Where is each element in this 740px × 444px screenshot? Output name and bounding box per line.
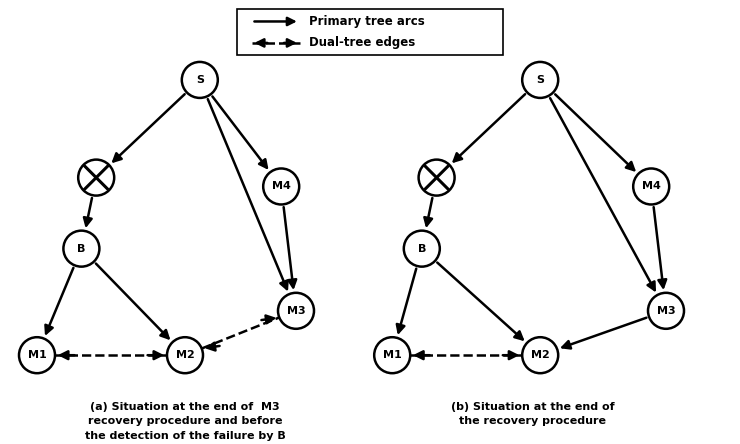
Ellipse shape bbox=[78, 159, 114, 196]
Ellipse shape bbox=[263, 168, 299, 205]
Ellipse shape bbox=[648, 293, 684, 329]
Ellipse shape bbox=[278, 293, 314, 329]
Ellipse shape bbox=[64, 230, 99, 267]
Text: M4: M4 bbox=[642, 182, 661, 191]
Ellipse shape bbox=[167, 337, 203, 373]
FancyBboxPatch shape bbox=[237, 9, 503, 56]
Text: M3: M3 bbox=[656, 306, 676, 316]
Text: the detection of the failure by B: the detection of the failure by B bbox=[84, 431, 286, 441]
Ellipse shape bbox=[633, 168, 669, 205]
Text: recovery procedure and before: recovery procedure and before bbox=[88, 416, 282, 427]
Text: B: B bbox=[417, 244, 426, 254]
Text: (a) Situation at the end of  M3: (a) Situation at the end of M3 bbox=[90, 402, 280, 412]
Ellipse shape bbox=[522, 337, 558, 373]
Ellipse shape bbox=[19, 337, 55, 373]
Text: M4: M4 bbox=[272, 182, 291, 191]
Ellipse shape bbox=[182, 62, 218, 98]
Ellipse shape bbox=[374, 337, 410, 373]
Ellipse shape bbox=[404, 230, 440, 267]
Ellipse shape bbox=[522, 62, 558, 98]
Text: M2: M2 bbox=[175, 350, 195, 360]
Text: S: S bbox=[536, 75, 544, 85]
Text: M2: M2 bbox=[531, 350, 550, 360]
Text: S: S bbox=[196, 75, 204, 85]
Text: (b) Situation at the end of: (b) Situation at the end of bbox=[451, 402, 615, 412]
Text: M3: M3 bbox=[286, 306, 306, 316]
Text: M1: M1 bbox=[383, 350, 402, 360]
Text: Dual-tree edges: Dual-tree edges bbox=[309, 36, 415, 49]
Text: M1: M1 bbox=[27, 350, 47, 360]
Text: Primary tree arcs: Primary tree arcs bbox=[309, 15, 424, 28]
Ellipse shape bbox=[419, 159, 454, 196]
Text: the recovery procedure: the recovery procedure bbox=[460, 416, 606, 427]
Text: B: B bbox=[77, 244, 86, 254]
